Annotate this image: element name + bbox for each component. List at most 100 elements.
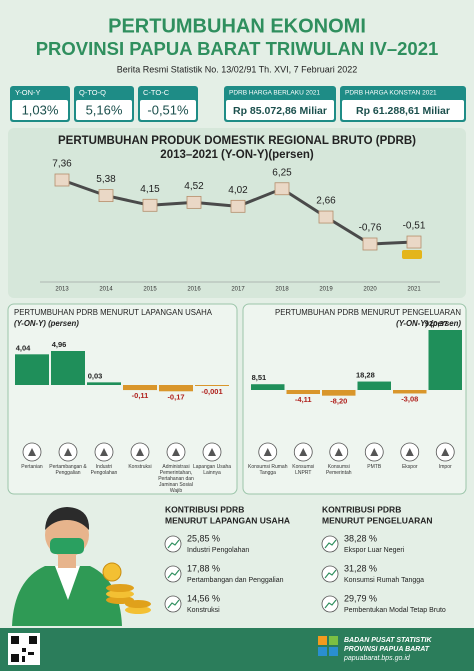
x-tick-label: 2014 [99,287,113,293]
indicator-value-box [226,100,334,120]
footer-text: PROVINSI PAPUA BARAT [344,646,430,653]
data-label: 5,38 [96,174,116,185]
indicator-value-box [342,100,464,120]
item-glyph [167,539,180,549]
footer-band [0,628,474,671]
chart-title: 2013–2021 (Y-ON-Y)(persen) [160,149,314,161]
item-value: 17,88 % [187,563,220,573]
data-label: -4,11 [295,395,312,404]
indicator-label: C-TO-C [143,88,170,97]
data-label: 0,03 [88,371,103,380]
item-label: Konstruksi [187,607,220,614]
indicator-label: Q-TO-Q [79,88,106,97]
indicator-label: PDRB HARGA KONSTAN 2021 [345,90,437,97]
category-label: Pertambangan & Penggalian [49,464,87,476]
bar [51,351,85,385]
data-label: -0,11 [132,391,149,400]
data-point-box [98,189,114,203]
x-tick-label: 2017 [231,287,245,293]
data-label: 4,02 [228,185,248,196]
item-glyph [167,569,180,579]
bps-logo [318,636,338,656]
x-tick-label: 2019 [319,287,333,293]
chart-subtitle: (Y-ON-Y) (persen) [14,319,79,328]
category-label: Impor [438,464,452,470]
data-label: 2,66 [316,196,336,207]
bar [195,385,229,386]
data-point-box [318,210,334,224]
chart-title: PERTUMBUHAN PDRB MENURUT PENGELUARAN [275,308,461,317]
x-tick-label: 2018 [275,287,289,293]
category-glyph [172,448,180,456]
section-title: MENURUT LAPANGAN USAHA [165,515,290,525]
bar [286,390,320,395]
indicator-label: PDRB HARGA BERLAKU 2021 [229,90,320,97]
title: PROVINSI PAPUA BARAT TRIWULAN IV–2021 [36,38,439,59]
item-label: Pertambangan dan Penggalian [187,577,284,584]
chart-title: PERTUMBUHAN PRODUK DOMESTIK REGIONAL BRU… [58,135,416,147]
bar [322,390,356,396]
category-label: Lapangan Usaha Lainnya [192,464,232,476]
x-tick-label: 2021 [407,287,421,293]
category-label: Konsumsi Rumah Tangga [248,464,288,476]
footer-text: BADAN PUSAT STATISTIK [344,637,432,644]
data-label: 4,96 [52,340,67,349]
footer-text: papuabarat.bps.go.id [343,655,411,662]
category-glyph [263,448,272,456]
data-label: 6,25 [272,167,292,178]
data-label: -0,76 [359,223,382,234]
bar [159,385,193,392]
bar [428,330,462,390]
indicator-value: 1,03% [22,102,59,117]
category-label: Ekspor [401,464,418,470]
item-label: Industri Pengolahan [187,547,249,554]
indicator-value: Rp 61.288,61 Miliar [356,105,450,117]
section-title: KONTRIBUSI PDRB [165,504,244,514]
data-point-box [274,182,290,196]
data-point-box [186,195,202,209]
forklift [402,250,422,260]
category-label: PMTB [367,464,382,470]
data-label: 18,28 [356,371,375,380]
data-label: -0,17 [167,392,184,401]
indicator-value-box [12,100,68,120]
x-tick-label: 2016 [187,287,201,293]
category-glyph [334,448,343,456]
item-label: Konsumsi Rumah Tangga [344,577,424,584]
data-label: -3,08 [401,394,418,403]
category-label: Konsumsi LNPRT [292,464,315,476]
item-value: 31,28 % [344,563,377,573]
data-point-box [142,198,158,212]
category-label: Administrasi Pemerintahan, Pertahanan da… [158,464,194,494]
category-label: Konsumsi Pemerintah [325,464,352,476]
category-glyph [136,448,144,456]
panel [8,128,466,298]
category-glyph [208,448,216,456]
bar [15,354,49,385]
illustration [12,507,151,626]
data-label: 920,37 [425,319,448,328]
data-label: -8,20 [330,397,347,406]
indicator-value: 5,16% [86,102,123,117]
chart-title: PERTUMBUHAN PDRB MENURUT LAPANGAN USAHA [14,308,213,317]
data-point-box [362,237,378,251]
category-label: Industri Pengolahan [90,464,118,476]
x-tick-label: 2020 [363,287,377,293]
title: PERTUMBUHAN EKONOMI [108,15,366,37]
data-label: -0,51 [403,221,426,232]
category-glyph [405,448,414,456]
x-tick-label: 2015 [143,287,157,293]
data-point-box [230,199,246,213]
x-tick-label: 2013 [55,287,69,293]
item-value: 29,79 % [344,593,377,603]
data-point-box [54,173,70,187]
chart-subtitle: (Y-ON-Y) (persen) [396,319,461,328]
item-value: 25,85 % [187,533,220,543]
category-glyph [370,448,379,456]
item-glyph [324,539,337,549]
data-label: 8,51 [252,373,267,382]
data-label: 7,36 [52,159,72,170]
data-point-box [406,235,422,249]
